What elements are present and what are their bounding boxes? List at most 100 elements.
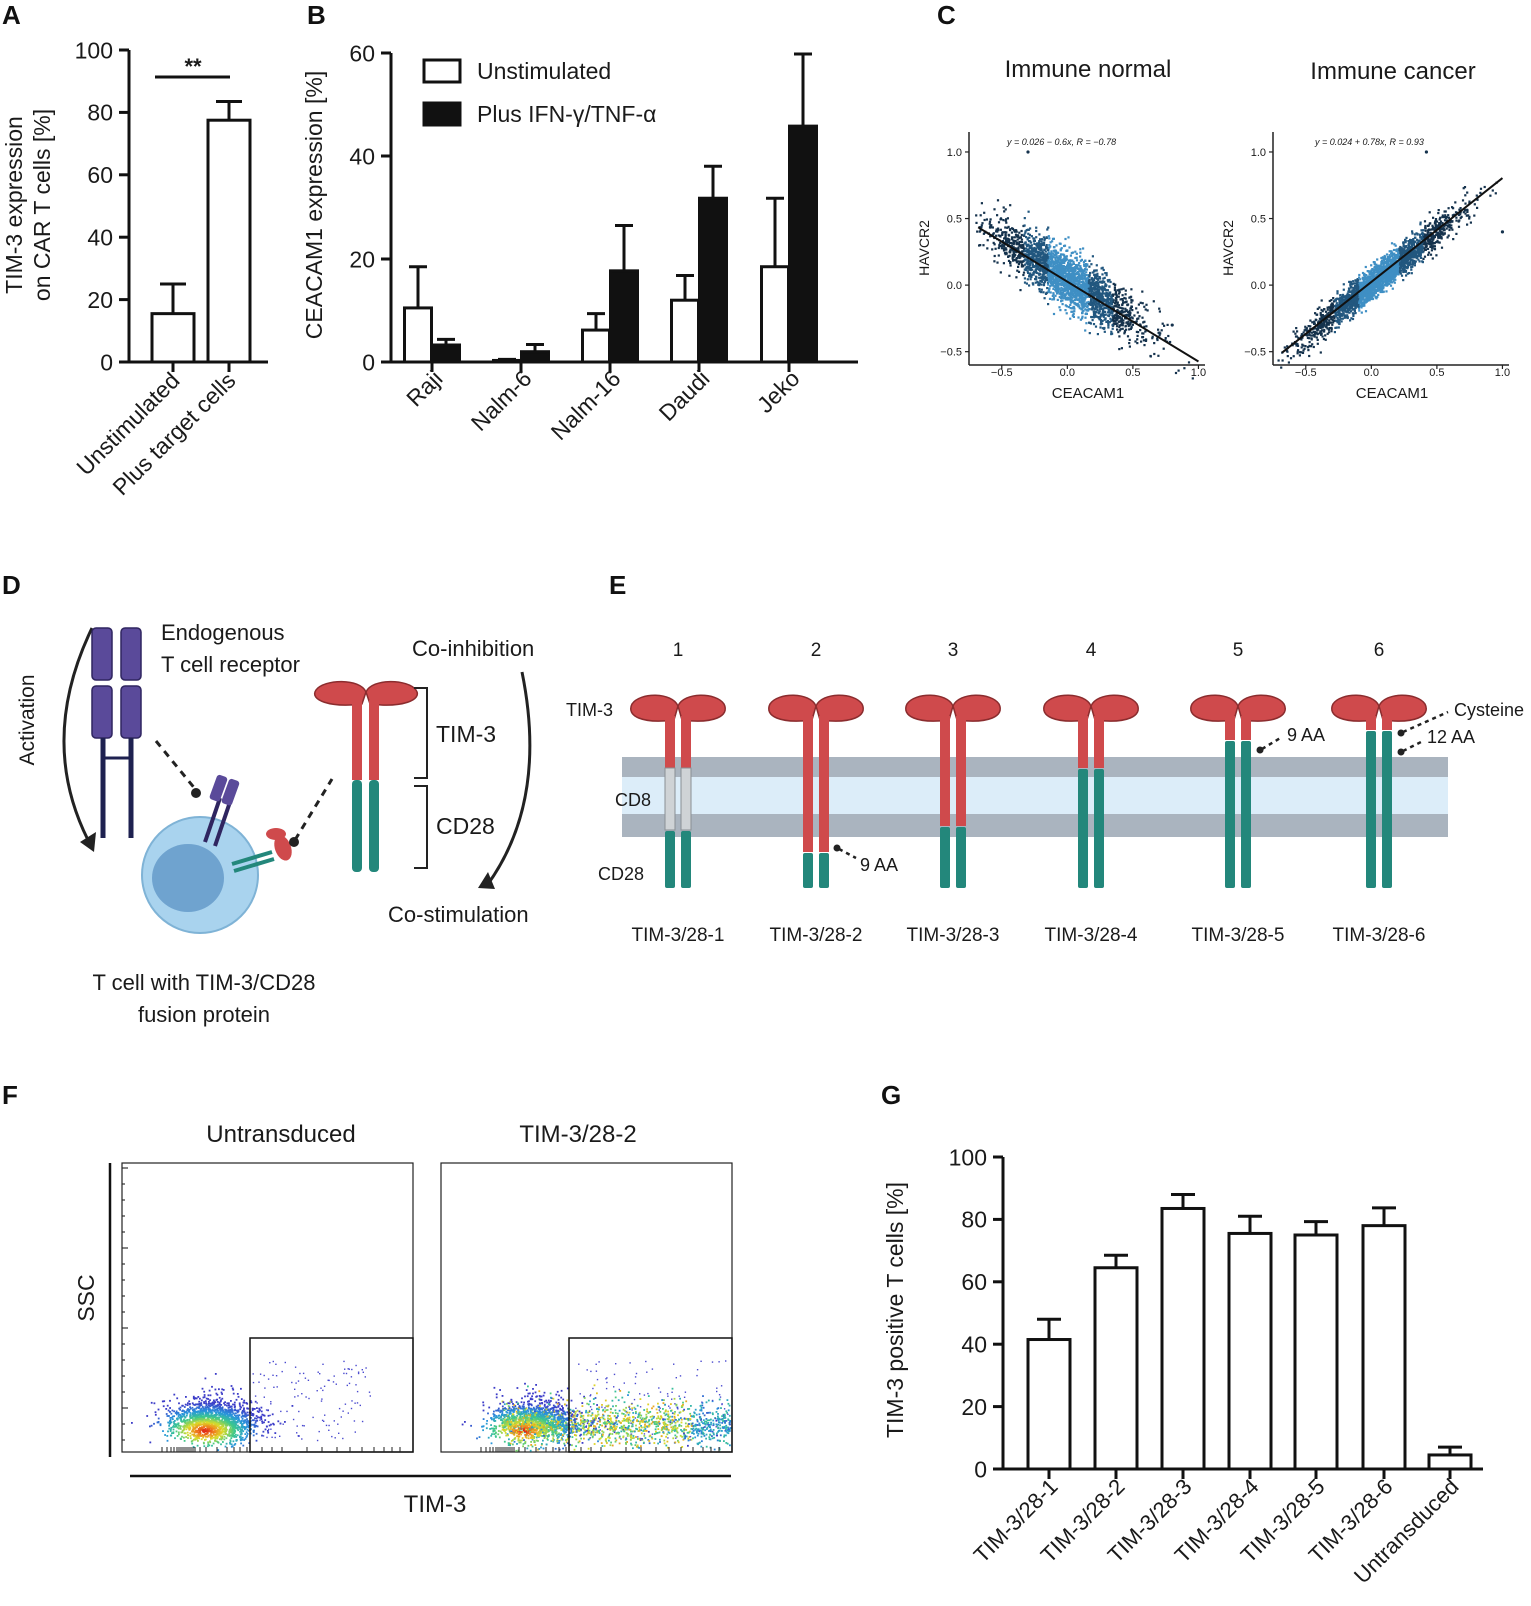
- scatter-point: [1040, 288, 1043, 291]
- scatter-point: [1137, 303, 1140, 306]
- scatter-point: [1137, 317, 1140, 320]
- scatter-point: [1066, 269, 1069, 272]
- scatter-point: [1437, 241, 1440, 244]
- panel-c-label: C: [937, 0, 956, 30]
- scatter-point: [1376, 285, 1379, 288]
- scatter-point: [1106, 314, 1110, 317]
- scatter-point: [1374, 271, 1377, 274]
- scatter-point: [1455, 216, 1458, 219]
- scatter-point: [1417, 240, 1420, 243]
- scatter-point: [1115, 325, 1119, 328]
- scatter-point: [1026, 260, 1029, 263]
- scatter-point: [1075, 259, 1079, 262]
- scatter-point: [1088, 283, 1091, 286]
- scatter-point: [1337, 318, 1340, 321]
- scatter-point: [1025, 236, 1028, 239]
- scatter-point: [1422, 241, 1425, 244]
- scatter-point: [1061, 275, 1064, 278]
- scatter-point: [1137, 331, 1140, 334]
- scatter-point: [1078, 290, 1081, 293]
- scatter-point: [1358, 309, 1361, 312]
- scatter-point: [1342, 294, 1345, 298]
- scatter-point: [1009, 264, 1012, 267]
- scatter-point: [1408, 264, 1411, 267]
- scatter-point: [1061, 258, 1064, 261]
- scatter-point: [1096, 290, 1099, 293]
- scatter-point: [1046, 255, 1049, 258]
- scatter-point: [1349, 295, 1352, 298]
- scatter-point: [1048, 297, 1052, 300]
- scatter-normal-xlabel: CEACAM1: [1052, 385, 1125, 402]
- panel-a-significance: **: [184, 54, 202, 79]
- scatter-point: [1316, 332, 1320, 335]
- scatter-point: [1110, 333, 1113, 336]
- scatter-point: [1018, 260, 1021, 264]
- scatter-point: [1043, 255, 1046, 258]
- scatter-point: [1058, 282, 1062, 286]
- scatter-point: [1157, 354, 1160, 357]
- scatter-point: [1046, 246, 1049, 249]
- scatter-point: [1101, 288, 1104, 292]
- scatter-point: [1107, 280, 1110, 283]
- scatter-point: [1033, 258, 1036, 261]
- scatter-point: [1453, 213, 1456, 216]
- scatter-cancer-equation: y = 0.024 + 0.78x, R = 0.93: [1314, 137, 1424, 147]
- scatter-point: [1394, 272, 1397, 275]
- scatter-point: [1101, 308, 1105, 311]
- scatter-point: [1433, 236, 1436, 239]
- scatter-point: [1032, 270, 1036, 273]
- scatter-point: [1036, 259, 1039, 262]
- scatter-point: [1054, 262, 1057, 265]
- scatter-point: [1356, 301, 1360, 304]
- scatter-point: [1043, 241, 1046, 244]
- scatter-point: [1441, 222, 1444, 225]
- scatter-point: [1339, 294, 1342, 297]
- scatter-point: [1016, 269, 1019, 272]
- scatter-point: [1092, 283, 1095, 286]
- scatter-point: [1372, 285, 1375, 288]
- scatter-point: [1028, 233, 1031, 236]
- scatter-point: [1336, 290, 1339, 293]
- scatter-point: [1302, 344, 1305, 347]
- scatter-point: [1337, 313, 1340, 316]
- scatter-point: [1023, 224, 1026, 227]
- scatter-point: [1081, 305, 1084, 308]
- scatter-point: [1400, 266, 1403, 269]
- scatter-point: [1069, 278, 1072, 281]
- scatter-point: [1392, 267, 1396, 270]
- scatter-point: [1068, 259, 1071, 262]
- scatter-point: [1106, 289, 1109, 292]
- scatter-point: [1099, 277, 1102, 280]
- scatter-point: [1118, 348, 1121, 351]
- scatter-point: [1308, 344, 1311, 347]
- scatter-point: [1079, 265, 1082, 268]
- scatter-point: [1430, 244, 1433, 247]
- scatter-point: [1039, 256, 1042, 259]
- scatter-point: [1032, 273, 1035, 276]
- scatter-point: [1050, 276, 1053, 279]
- scatter-point: [1139, 301, 1142, 304]
- scatter-point: [1390, 269, 1393, 272]
- scatter-point: [1011, 236, 1014, 239]
- scatter-point: [1436, 239, 1439, 242]
- scatter-point: [1103, 326, 1106, 330]
- scatter-point: [1334, 314, 1338, 318]
- scatter-point: [1396, 256, 1399, 260]
- panel-b-bars: [403, 52, 818, 372]
- scatter-point: [1438, 232, 1441, 235]
- scatter-point: [1058, 242, 1061, 245]
- scatter-point: [1048, 287, 1051, 290]
- scatter-point: [989, 224, 992, 228]
- scatter-point: [1106, 279, 1109, 282]
- scatter-point: [1121, 298, 1124, 301]
- scatter-point: [1466, 209, 1469, 212]
- scatter-point: [1145, 303, 1148, 306]
- scatter-point: [1014, 253, 1017, 256]
- scatter-point: [1094, 284, 1097, 287]
- scatter-point: [992, 232, 995, 235]
- scatter-point: [1108, 302, 1111, 305]
- scatter-point: [1028, 260, 1031, 263]
- scatter-point: [1072, 260, 1075, 264]
- scatter-point: [1020, 233, 1023, 237]
- scatter-point: [1069, 267, 1072, 270]
